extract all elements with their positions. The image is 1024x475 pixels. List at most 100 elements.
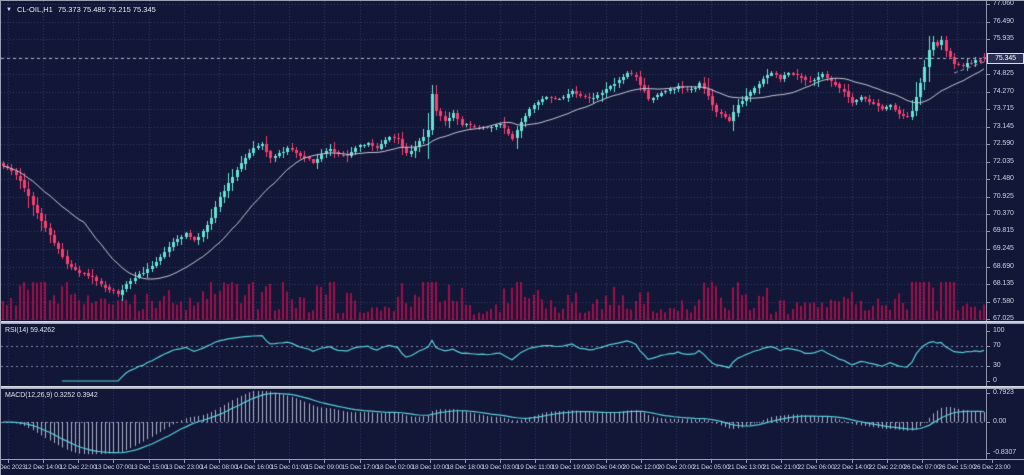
macd-indicator-label: MACD(12,26,9) 0.3252 0.3942 [5,392,98,399]
axis-tick [987,453,990,454]
axis-tick [987,284,990,285]
axis-tick [987,92,990,93]
current-price-tag: 75.345 [987,53,1024,64]
time-axis-label: 20 Dec 04:00 [587,464,625,471]
time-axis-label: 18 Dec 18:00 [446,464,484,471]
time-axis-label: 13 Dec 07:00 [94,464,132,471]
symbol-dropdown-icon[interactable]: ▼ [6,6,12,13]
time-axis-tick [254,460,255,463]
rsi-axis-label: 30 [993,362,1001,369]
time-axis-label: 26 Dec 15:00 [938,464,976,471]
price-axis-label: 73.715 [993,105,1014,112]
axis-tick [987,4,990,5]
time-axis-label: 13 Dec 23:00 [165,464,203,471]
ohlc-values: 75.373 75.485 75.215 75.345 [57,5,156,14]
axis-tick [987,144,990,145]
time-axis-tick [570,460,571,463]
axis-tick [987,302,990,303]
time-axis-label: 15 Dec 09:00 [305,464,343,471]
price-axis-label: 71.480 [993,175,1014,182]
time-axis-label: 14 Dec 08:00 [200,464,238,471]
time-axis-tick [113,460,114,463]
time-axis-label: 18 Dec 02:00 [376,464,414,471]
price-axis-label: 77.060 [993,0,1014,7]
axis-tick [987,127,990,128]
time-axis-tick [184,460,185,463]
time-axis-tick [957,460,958,463]
time-axis-tick [816,460,817,463]
time-axis-tick [395,460,396,463]
time-axis-label: 18 Dec 10:00 [411,464,449,471]
price-axis[interactable]: 77.06076.49075.93575.38074.82574.27073.7… [987,1,1024,459]
axis-tick [987,22,990,23]
price-axis-label: 72.590 [993,140,1014,147]
time-axis-tick [711,460,712,463]
price-axis-label: 74.270 [993,88,1014,95]
time-axis-label: 14 Dec 16:00 [235,464,273,471]
axis-tick [987,214,990,215]
axis-tick [987,381,990,382]
price-axis-label: 70.925 [993,193,1014,200]
axis-tick [987,197,990,198]
macd-axis-label: 0.7923 [993,389,1014,396]
rsi-indicator-label: RSI(14) 59.4262 [5,327,55,334]
time-axis-tick [289,460,290,463]
rsi-axis-label: 70 [993,342,1001,349]
axis-tick [987,267,990,268]
rsi-axis-label: 100 [993,327,1005,334]
price-axis-label: 67.025 [993,315,1014,322]
axis-tick [987,179,990,180]
time-axis-label: 12 Dec 14:00 [24,464,62,471]
time-axis-tick [992,460,993,463]
axis-tick [987,366,990,367]
axis-tick [987,331,990,332]
axis-tick [987,319,990,320]
price-axis-label: 70.370 [993,210,1014,217]
time-axis-tick [8,460,9,463]
axis-tick [987,422,990,423]
time-axis-label: 22 Dec 06:00 [797,464,835,471]
axis-tick [987,346,990,347]
price-axis-label: 68.135 [993,280,1014,287]
price-axis-label: 75.935 [993,35,1014,42]
time-axis-tick [465,460,466,463]
panel-separator-main-rsi[interactable] [1,321,1024,324]
time-axis-tick [430,460,431,463]
time-axis-label: 19 Dec 19:00 [551,464,589,471]
time-axis-label: 26 Dec 23:00 [973,464,1011,471]
time-axis-label: 12 Dec 2023 [0,464,26,471]
time-axis-label: 20 Dec 20:00 [657,464,695,471]
time-axis-tick [500,460,501,463]
time-axis-label: 21 Dec 13:00 [727,464,765,471]
time-axis-label: 12 Dec 22:00 [59,464,97,471]
time-axis-label: 19 Dec 11:00 [516,464,554,471]
axis-tick [987,231,990,232]
price-axis-label: 73.145 [993,123,1014,130]
time-axis-tick [606,460,607,463]
time-axis-tick [922,460,923,463]
rsi-indicator-canvas[interactable] [1,324,986,386]
time-axis-label: 21 Dec 05:00 [692,464,730,471]
panel-separator-rsi-macd[interactable] [1,386,1024,389]
price-chart-canvas[interactable] [1,1,986,321]
price-axis-label: 67.580 [993,298,1014,305]
time-axis-tick [535,460,536,463]
price-axis-label: 69.815 [993,227,1014,234]
axis-tick [987,393,990,394]
axis-tick [987,249,990,250]
macd-indicator-canvas[interactable] [1,389,986,459]
time-axis-label: 13 Dec 15:00 [130,464,168,471]
time-axis-tick [78,460,79,463]
time-axis-label: 22 Dec 14:00 [833,464,871,471]
time-axis-tick [641,460,642,463]
time-axis-tick [219,460,220,463]
time-axis-label: 15 Dec 01:00 [270,464,308,471]
rsi-axis-label: 0 [993,377,997,384]
time-axis-label: 26 Dec 07:00 [903,464,941,471]
time-axis-border [1,459,1024,460]
axis-tick [987,109,990,110]
time-axis-tick [43,460,44,463]
time-axis-tick [324,460,325,463]
